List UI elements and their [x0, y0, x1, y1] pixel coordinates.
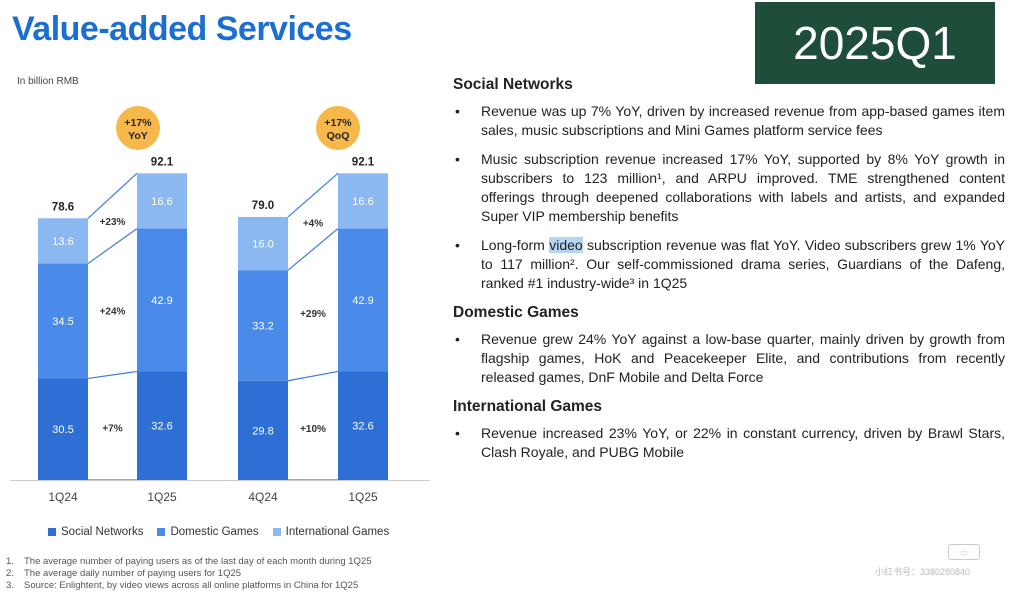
- growth-label: +24%: [100, 307, 126, 318]
- bar-segment: [38, 263, 88, 379]
- connector-line: [87, 172, 138, 219]
- growth-badge-label: YoY: [128, 130, 148, 142]
- growth-badge-label: +17%: [324, 117, 352, 129]
- connector-line: [87, 370, 138, 380]
- commentary-panel: Social Networks • Revenue was up 7% YoY,…: [453, 75, 1005, 472]
- section-heading-social: Social Networks: [453, 76, 573, 93]
- bar-value-label: 33.2: [252, 320, 273, 332]
- footnote-number: 2.: [6, 568, 14, 579]
- legend-item-international: International Games: [272, 526, 390, 538]
- bullet-item: • Long-form video subscription revenue w…: [453, 236, 1005, 293]
- footnote: 1. The average number of paying users as…: [6, 556, 372, 568]
- bullet-icon: •: [455, 425, 460, 441]
- footnote-text: The average daily number of paying users…: [24, 568, 242, 579]
- bar-segment: [137, 371, 187, 480]
- legend-swatch-social: [48, 528, 56, 536]
- growth-label: +10%: [300, 424, 326, 435]
- x-tick-label: 1Q24: [48, 490, 78, 504]
- page-title: Value-added Services: [12, 10, 352, 48]
- bar-value-label: 32.6: [352, 421, 373, 433]
- bullet-text-part: subscription revenue was flat YoY. Video…: [481, 237, 1005, 291]
- highlighted-word: video: [549, 237, 583, 253]
- legend-item-social: Social Networks: [48, 526, 143, 538]
- x-tick-label: 1Q25: [348, 490, 378, 504]
- footnote-number: 3.: [6, 580, 14, 591]
- bullet-text: Long-form video subscription revenue was…: [481, 236, 1005, 293]
- legend-swatch-domestic: [157, 528, 166, 536]
- bullet-icon: •: [455, 331, 460, 347]
- bullet-icon: •: [455, 151, 460, 167]
- legend-item-domestic: Domestic Games: [157, 526, 259, 538]
- bullet-item: • Revenue grew 24% YoY against a low-bas…: [453, 330, 1005, 387]
- bar-segment: [238, 380, 288, 480]
- bar-total-label: 92.1: [151, 156, 174, 168]
- bar-segment: [137, 173, 187, 229]
- footnote: 2. The average daily number of paying us…: [6, 568, 372, 580]
- growth-badge-label: +17%: [124, 117, 152, 129]
- footnote-text: Source: Enlightent, by video views acros…: [24, 580, 359, 591]
- bar-segment: [238, 216, 288, 271]
- connector-line: [287, 172, 339, 218]
- connector-line: [287, 228, 339, 271]
- bar-total-label: 78.6: [52, 201, 74, 213]
- bullet-text: Revenue was up 7% YoY, driven by increas…: [481, 103, 1005, 138]
- bar-value-label: 42.9: [352, 295, 373, 307]
- legend-label-international: International Games: [285, 526, 390, 538]
- growth-label: +23%: [100, 217, 126, 228]
- footnote: 3. Source: Enlightent, by video views ac…: [6, 580, 372, 592]
- bar-value-label: 32.6: [151, 421, 172, 433]
- bar-total-label: 79.0: [252, 200, 274, 212]
- footnotes: 1. The average number of paying users as…: [6, 556, 372, 592]
- x-tick-label: 1Q25: [147, 490, 177, 504]
- bar-segment: [38, 378, 88, 480]
- bullet-item: • Revenue increased 23% YoY, or 22% in c…: [453, 424, 1005, 462]
- bar-segment: [338, 371, 388, 480]
- bar-value-label: 16.6: [151, 196, 172, 208]
- growth-badge-circle: [316, 106, 360, 150]
- bar-segment: [38, 218, 88, 264]
- bullet-text: Revenue increased 23% YoY, or 22% in con…: [481, 425, 1005, 460]
- bullet-icon: •: [455, 103, 460, 119]
- bullet-text-part: Long-form: [481, 237, 550, 253]
- growth-label: +4%: [303, 218, 323, 229]
- watermark-logo-icon: ▭: [948, 544, 980, 560]
- stacked-bar-chart: 30.5 34.5 13.6 78.6 1Q24 32.6 42.9 16.6 92.1 1Q25…: [10, 106, 430, 504]
- bar-value-label: 30.5: [52, 424, 73, 436]
- legend-swatch-international: [272, 528, 281, 536]
- bar-segment: [338, 173, 388, 229]
- bullet-item: • Revenue was up 7% YoY, driven by incre…: [453, 102, 1005, 140]
- connector-line: [87, 228, 138, 265]
- bar-value-label: 29.8: [252, 425, 273, 437]
- period-badge: 2025Q1: [755, 2, 995, 84]
- footnote-number: 1.: [6, 556, 14, 567]
- bar-value-label: 42.9: [151, 295, 172, 307]
- connector-line: [287, 370, 339, 382]
- bar-value-label: 13.6: [52, 236, 73, 248]
- watermark-text: 小红书号：3380280840: [875, 567, 971, 577]
- footnote-text: The average number of paying users as of…: [24, 556, 372, 567]
- bar-value-label: 34.5: [52, 316, 73, 328]
- bullet-text: Music subscription revenue increased 17%…: [481, 151, 1005, 224]
- x-tick-label: 4Q24: [248, 490, 278, 504]
- legend-label-domestic: Domestic Games: [170, 526, 259, 538]
- chart-legend: Social Networks Domestic Games Internati…: [48, 526, 389, 538]
- legend-label-social: Social Networks: [61, 526, 144, 538]
- section-heading-international: International Games: [453, 398, 603, 415]
- bullet-icon: •: [455, 237, 460, 253]
- section-heading-domestic: Domestic Games: [453, 304, 579, 321]
- bar-segment: [238, 270, 288, 381]
- bar-segment: [137, 228, 187, 372]
- bar-total-label: 92.1: [352, 156, 375, 168]
- bar-value-label: 16.0: [252, 239, 273, 251]
- unit-label: In billion RMB: [17, 76, 79, 87]
- bar-value-label: 16.6: [352, 196, 373, 208]
- growth-label: +29%: [300, 309, 326, 320]
- growth-badge-circle: [116, 106, 160, 150]
- bullet-text: Revenue grew 24% YoY against a low-base …: [481, 331, 1005, 385]
- bar-segment: [338, 228, 388, 372]
- bullet-item: • Music subscription revenue increased 1…: [453, 150, 1005, 226]
- growth-label: +7%: [102, 423, 122, 434]
- growth-badge-label: QoQ: [327, 130, 350, 142]
